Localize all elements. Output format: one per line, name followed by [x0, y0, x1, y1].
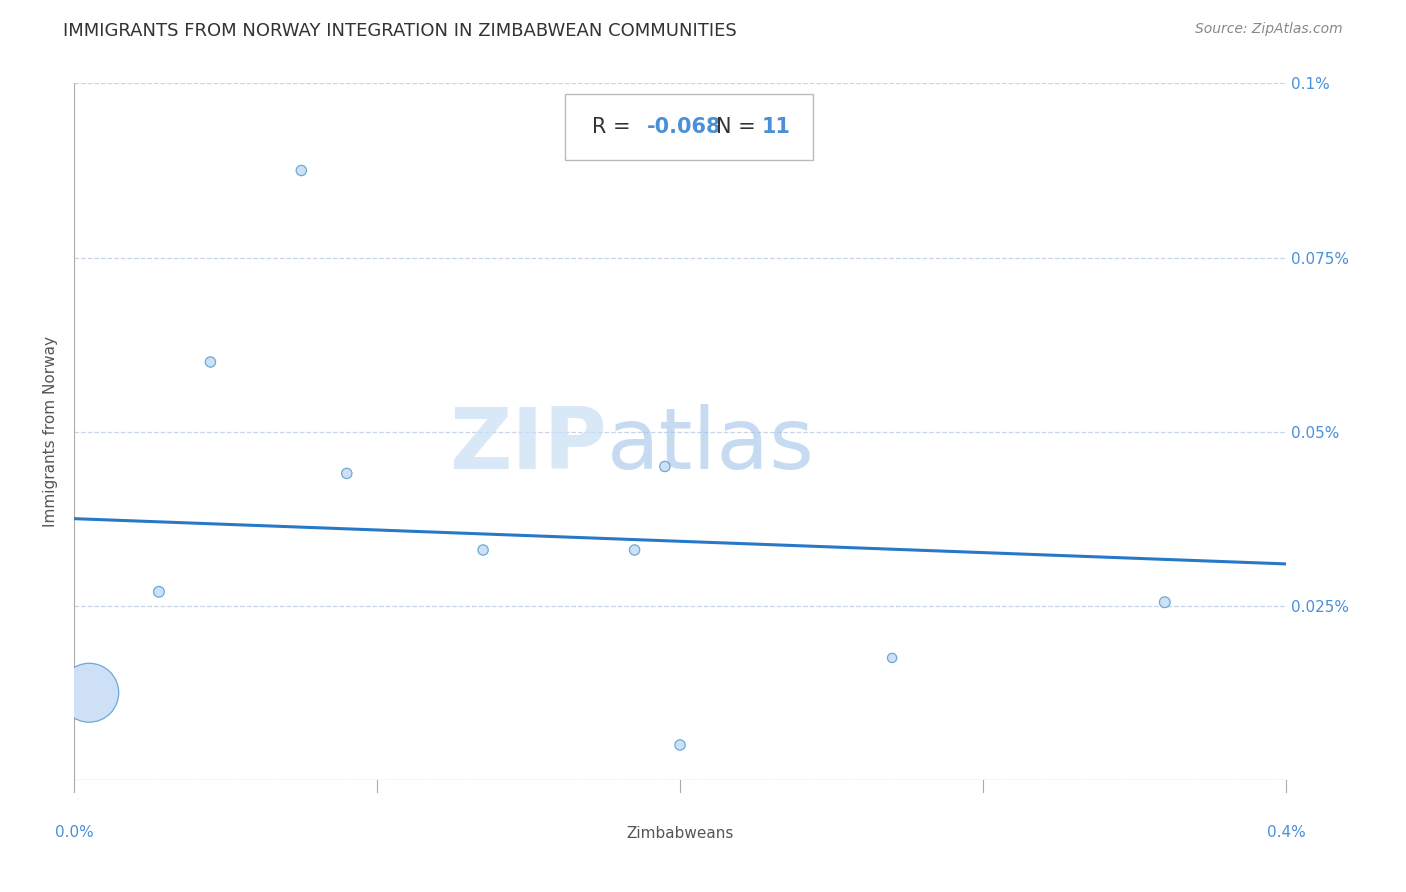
Text: atlas: atlas [607, 404, 815, 487]
Point [336, 467, 359, 481]
Text: N =: N = [717, 117, 763, 137]
Text: IMMIGRANTS FROM NORWAY INTEGRATION IN ZIMBABWEAN COMMUNITIES: IMMIGRANTS FROM NORWAY INTEGRATION IN ZI… [63, 22, 737, 40]
FancyBboxPatch shape [565, 94, 813, 160]
Point [654, 459, 676, 474]
Text: 11: 11 [761, 117, 790, 137]
Point [472, 543, 495, 558]
Point [77, 686, 100, 700]
Point [148, 584, 170, 599]
Point [880, 651, 903, 665]
Text: -0.068: -0.068 [647, 117, 721, 137]
Text: ZIP: ZIP [450, 404, 607, 487]
Point [1153, 595, 1175, 609]
Point [623, 543, 645, 558]
Text: 0.4%: 0.4% [1267, 825, 1305, 840]
Text: R =: R = [592, 117, 637, 137]
Point [669, 738, 692, 752]
Y-axis label: Immigrants from Norway: Immigrants from Norway [44, 336, 58, 527]
Text: Source: ZipAtlas.com: Source: ZipAtlas.com [1195, 22, 1343, 37]
Text: 0.0%: 0.0% [55, 825, 93, 840]
Point [290, 163, 312, 178]
Point [200, 355, 222, 369]
X-axis label: Zimbabweans: Zimbabweans [626, 826, 734, 841]
